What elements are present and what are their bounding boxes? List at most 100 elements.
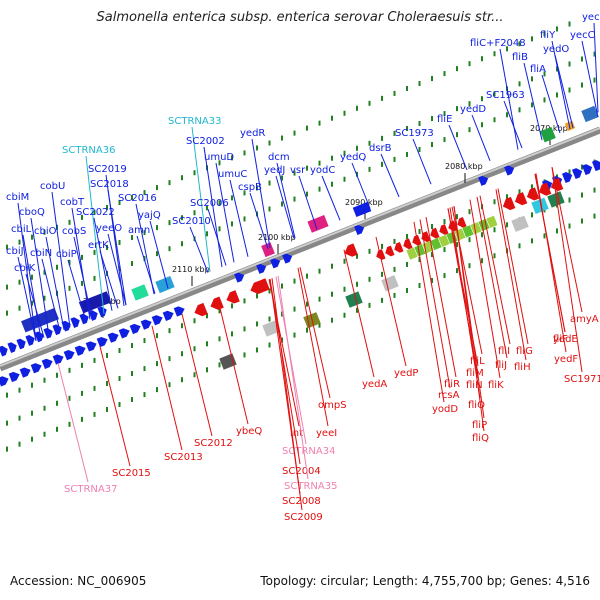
track-dot: [406, 261, 408, 267]
track-dot: [456, 132, 458, 138]
track-dot: [368, 166, 371, 172]
track-dot: [318, 296, 321, 302]
forward-gene: [234, 272, 245, 283]
track-dot: [256, 293, 258, 299]
track-dot: [556, 228, 558, 234]
track-dot: [131, 261, 133, 267]
gene-block: [21, 307, 59, 333]
gene-block: [78, 291, 112, 314]
label-leader-line: [412, 138, 432, 185]
label-leader-line: [453, 205, 485, 432]
track-dot: [306, 191, 308, 197]
label-leader-line: [541, 74, 561, 134]
track-dot: [581, 164, 583, 170]
gene-arrow-body: [16, 338, 26, 350]
forward-gene: [30, 363, 42, 374]
track-dot: [531, 212, 533, 218]
reverse-gene: [385, 245, 395, 257]
track-dot: [318, 322, 321, 328]
track-dot: [31, 436, 33, 442]
forward-gene: [25, 335, 35, 346]
gene-label-flib: fliB: [512, 52, 528, 63]
gene-label-yedo: yedO: [543, 44, 569, 55]
track-dot: [6, 284, 8, 290]
gene-label-cbil: cbiL: [11, 224, 32, 235]
gene-label-yajq: yajQ: [138, 210, 161, 221]
label-leader-line: [380, 153, 400, 198]
track-dot: [593, 77, 596, 83]
track-dot: [93, 357, 96, 363]
forward-gene: [162, 310, 174, 321]
track-dot: [443, 71, 446, 77]
gene-arrow-body: [0, 376, 9, 387]
gene-label-flif: fliF: [553, 334, 568, 345]
track-dot: [93, 209, 96, 215]
gene-arrow-body: [538, 182, 552, 196]
track-dot: [43, 295, 46, 301]
gene-label-yede: yedE: [553, 334, 578, 345]
forward-gene: [97, 306, 107, 318]
label-leader-line: [51, 191, 71, 328]
track-dot: [193, 372, 196, 378]
gene-label-yedf: yedF: [554, 354, 578, 365]
gene-label-dcm: dcm: [268, 152, 290, 163]
track-dot: [356, 105, 358, 111]
track-dot: [506, 222, 508, 228]
gene-block: [406, 247, 418, 260]
track-dot: [56, 372, 58, 378]
track-dot: [493, 253, 496, 259]
gene-label-sc2015: SC2015: [112, 468, 151, 479]
track-dot: [468, 61, 471, 67]
gene-label-fliq: fliQ: [472, 433, 489, 444]
forward-gene: [85, 341, 97, 352]
track-dot: [293, 278, 296, 284]
track-dot: [281, 135, 283, 141]
gene-label-cbip: cbiP: [56, 249, 77, 260]
track-dot: [56, 400, 58, 406]
gene-block: [531, 197, 549, 214]
track-dot: [431, 278, 433, 284]
track-dot: [331, 155, 333, 161]
kbp-tick-label: 2090 kbp: [345, 198, 383, 207]
label-leader-line: [149, 220, 169, 289]
gene-arrow-body: [43, 327, 53, 339]
label-leader-line: [271, 278, 303, 511]
track-dot: [381, 243, 383, 249]
track-dot: [343, 286, 346, 292]
label-leader-line: [136, 235, 156, 294]
track-dot: [118, 375, 121, 381]
track-dot: [93, 249, 96, 255]
gene-arrow-body: [478, 175, 489, 186]
track-dot: [468, 209, 471, 215]
gene-label-sc1963: SC1963: [486, 90, 525, 101]
track-dot: [81, 280, 83, 286]
gene-arrow-body: [502, 196, 516, 211]
track-dot: [481, 122, 483, 128]
label-leader-line: [17, 202, 37, 341]
track-dot: [68, 285, 71, 291]
track-dot: [381, 95, 383, 101]
track-dot: [368, 100, 371, 106]
track-dot: [543, 233, 546, 239]
label-leader-line: [229, 179, 249, 257]
track-dot: [518, 189, 521, 195]
kbp-tick-label: 2110 kbp: [172, 265, 210, 274]
gene-arrow-body: [439, 224, 449, 235]
track-dot: [593, 187, 596, 193]
track-dot: [481, 258, 483, 264]
track-dot: [318, 186, 321, 192]
track-dot: [118, 199, 121, 205]
track-dot: [18, 441, 21, 447]
track-dot: [368, 276, 371, 282]
label-leader-line: [17, 256, 37, 341]
track-dot: [93, 385, 96, 391]
label-leader-line: [276, 162, 296, 239]
track-dot: [343, 176, 346, 182]
forward-gene: [8, 371, 20, 383]
track-dot: [6, 244, 8, 250]
label-leader-line: [523, 62, 543, 141]
track-dot: [306, 165, 308, 171]
label-leader-line: [448, 124, 468, 171]
gene-label-sc2019: SC2019: [88, 164, 127, 175]
